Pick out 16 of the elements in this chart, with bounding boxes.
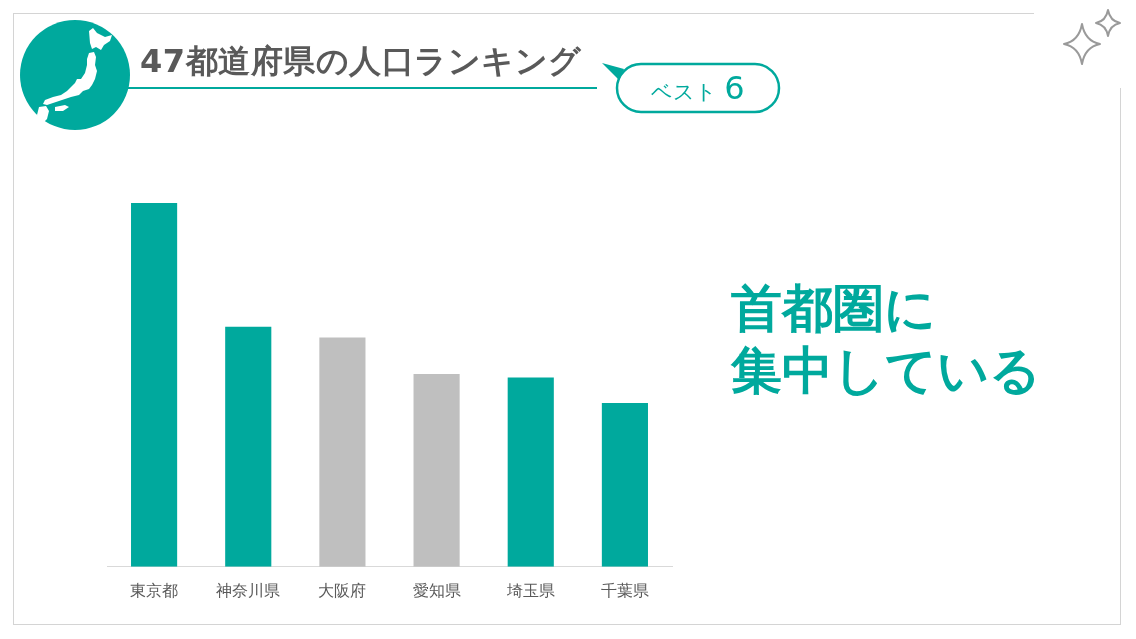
bar <box>507 377 554 567</box>
x-tick-label: 千葉県 <box>600 580 649 600</box>
chart-subtitle: ベスト 6 <box>651 69 745 107</box>
chart-title: 47都道府県の人口ランキング <box>140 41 582 82</box>
bar <box>131 203 178 567</box>
bar <box>413 373 460 567</box>
bar <box>225 326 272 567</box>
x-tick-label: 東京都 <box>130 580 179 600</box>
bar <box>319 337 366 567</box>
text: 首都圏に <box>731 278 936 340</box>
x-tick-label: 埼玉県 <box>505 580 555 600</box>
text: 集中している <box>731 340 1041 402</box>
x-tick-label: 神奈川県 <box>216 580 281 600</box>
x-tick-label: 大阪府 <box>318 580 367 600</box>
x-tick-label: 愛知県 <box>412 580 461 600</box>
bar <box>601 403 648 567</box>
